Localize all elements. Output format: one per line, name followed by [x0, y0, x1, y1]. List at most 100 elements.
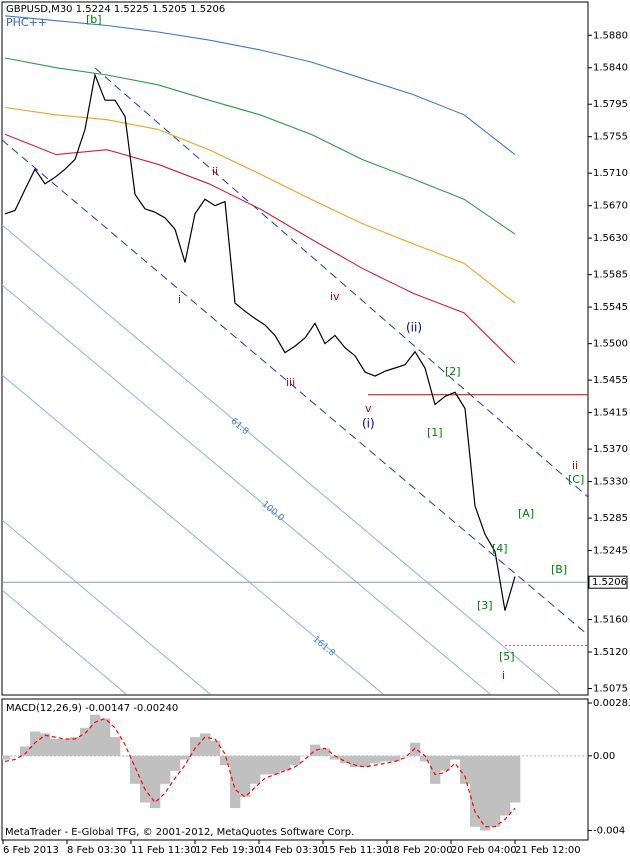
y-tick-label: 1.5545: [593, 302, 628, 313]
macd-bar: [310, 744, 321, 756]
price-line: [4, 72, 516, 611]
wave-label: [1]: [427, 426, 443, 439]
macd-bar: [50, 739, 61, 756]
y-tick-label: 1.5795: [593, 99, 628, 110]
macd-bar: [200, 733, 211, 756]
chart-title: GBPUSD,M30 1.5224 1.5225 1.5205 1.5206: [6, 4, 225, 15]
macd-bar: [340, 755, 351, 764]
macd-bar: [2, 755, 11, 760]
wave-label: iii: [286, 376, 295, 389]
y-tick-label: 1.5670: [593, 201, 628, 212]
macd-bar: [420, 755, 431, 762]
macd-bar: [480, 755, 491, 831]
macd-bar: [40, 733, 51, 756]
macd-title: MACD(12,26,9) -0.00147 -0.00240: [6, 703, 178, 714]
y-tick-label: 1.5245: [593, 546, 628, 557]
x-tick-label: 21 Feb 12:00: [515, 845, 581, 856]
y-tick-label: 1.5710: [593, 168, 628, 179]
x-tick-label: 15 Feb 11:30: [323, 845, 389, 856]
channel-line: [94, 67, 588, 498]
macd-bar: [30, 731, 41, 756]
wave-label: [5]: [499, 650, 515, 663]
fib-line: [2, 374, 384, 695]
wave-label: i: [502, 669, 505, 682]
wave-label: [3]: [477, 599, 493, 612]
price-box: [588, 575, 628, 589]
macd-bar: [160, 755, 171, 784]
macd-bar: [460, 755, 471, 784]
macd-bar: [360, 755, 371, 768]
y-tick-label: 0.00283: [593, 698, 630, 709]
macd-bar: [230, 755, 241, 809]
macd-bar: [300, 755, 311, 757]
macd-bar: [450, 755, 461, 760]
y-tick-label: 1.5330: [593, 477, 628, 488]
macd-bar: [140, 755, 151, 803]
x-tick-label: 18 Feb 20:00: [387, 845, 453, 856]
wave-label: (ii): [406, 321, 422, 335]
macd-bar: [270, 755, 281, 775]
macd-bar: [470, 755, 481, 827]
macd-bar: [130, 755, 141, 784]
macd-bar: [390, 755, 401, 762]
macd-bar: [290, 755, 301, 766]
macd-bar: [430, 755, 441, 784]
footer: MetaTrader - E-Global TFG, © 2001-2012, …: [5, 827, 354, 838]
y-tick-label: 0.00: [593, 751, 615, 762]
macd-bar: [440, 755, 451, 771]
macd-bar: [320, 748, 331, 756]
macd-bar: [20, 746, 31, 756]
y-tick-label: 1.5075: [593, 684, 628, 695]
wave-label: v: [365, 402, 372, 415]
macd-bar: [500, 755, 511, 816]
y-tick-label: 1.5455: [593, 375, 628, 386]
moving-average: [4, 57, 516, 235]
x-tick-label: 20 Feb 04:00: [451, 845, 517, 856]
main-panel: [1, 1, 589, 696]
x-tick-label: 8 Feb 03:30: [67, 845, 126, 856]
indicator-name: PHC++: [6, 16, 47, 29]
wave-label: [C]: [568, 473, 584, 486]
macd-bar: [330, 755, 341, 760]
macd-bar: [100, 718, 111, 756]
wave-label: [2]: [445, 365, 461, 378]
macd-bar: [510, 755, 521, 803]
y-tick-label: 1.5880: [593, 30, 628, 41]
x-tick-label: 12 Feb 19:30: [195, 845, 261, 856]
fib-line: [2, 224, 561, 695]
macd-bar: [490, 755, 501, 827]
macd-bar: [380, 755, 391, 762]
macd-bar: [80, 727, 91, 756]
y-tick-label: 1.5370: [593, 444, 628, 455]
y-tick-label: 1.5415: [593, 408, 628, 419]
macd-bar: [190, 737, 201, 756]
y-tick-label: 1.5160: [593, 615, 628, 626]
macd-bar: [70, 737, 81, 756]
macd-bar: [370, 755, 381, 764]
x-tick-label: 14 Feb 03:30: [259, 845, 325, 856]
drawings: [2, 67, 588, 695]
macd-bar: [180, 755, 191, 760]
main-plot: [2, 15, 588, 646]
macd-bar: [170, 755, 181, 771]
y-tick-label: 1.5285: [593, 513, 628, 524]
moving-average: [4, 15, 516, 156]
wave-label: (i): [362, 417, 375, 431]
fib-line: [2, 519, 211, 695]
wave-label: [B]: [551, 563, 567, 576]
wave-label: iv: [330, 290, 340, 303]
fib-line: [2, 589, 127, 695]
wave-label: [4]: [492, 542, 508, 555]
macd-bar: [400, 755, 411, 757]
wave-label: ii: [212, 165, 218, 178]
macd-bar: [350, 755, 361, 768]
moving-average: [4, 106, 516, 304]
x-tick-label: 6 Feb 2013: [3, 845, 59, 856]
macd-bar: [280, 755, 291, 771]
y-tick-label: 1.5500: [593, 339, 628, 350]
moving-average: [4, 133, 516, 364]
price-label: 1.5206: [592, 577, 627, 588]
signal-line: [4, 717, 516, 828]
y-tick-label: 1.5120: [593, 647, 628, 658]
